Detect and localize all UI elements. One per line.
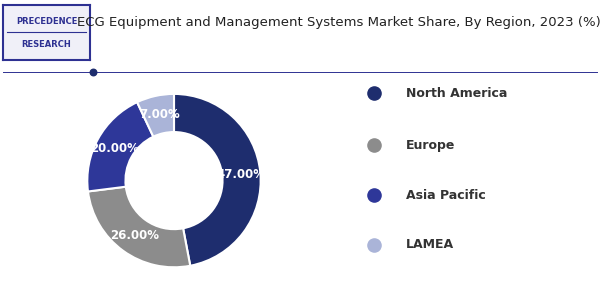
Wedge shape	[174, 94, 260, 266]
Text: 20.00%: 20.00%	[91, 141, 139, 154]
Text: Asia Pacific: Asia Pacific	[406, 188, 485, 202]
Text: 7.00%: 7.00%	[139, 108, 179, 121]
Text: 26.00%: 26.00%	[110, 229, 159, 242]
Text: PRECEDENCE: PRECEDENCE	[16, 17, 77, 26]
Point	[369, 243, 379, 247]
Wedge shape	[88, 102, 154, 191]
Wedge shape	[88, 187, 190, 267]
Text: North America: North America	[406, 87, 507, 100]
Point	[369, 143, 379, 147]
Text: Europe: Europe	[406, 139, 455, 152]
Text: RESEARCH: RESEARCH	[22, 40, 71, 49]
Text: 47.00%: 47.00%	[217, 168, 266, 181]
Point	[369, 193, 379, 197]
Point	[369, 91, 379, 96]
Text: LAMEA: LAMEA	[406, 238, 454, 251]
Text: ECG Equipment and Management Systems Market Share, By Region, 2023 (%): ECG Equipment and Management Systems Mar…	[77, 16, 600, 29]
Wedge shape	[137, 94, 174, 137]
